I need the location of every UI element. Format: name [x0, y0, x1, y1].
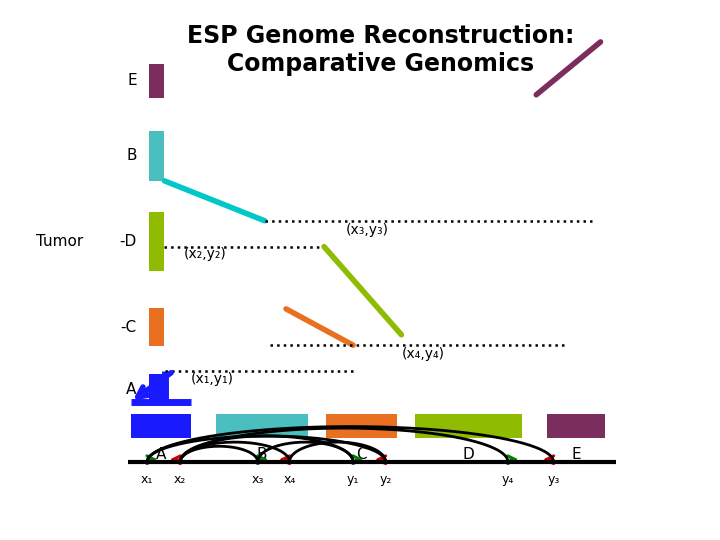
Text: (x₂,y₂): (x₂,y₂) — [184, 247, 227, 261]
Text: (x₄,y₄): (x₄,y₄) — [402, 348, 444, 361]
Text: Comparative Genomics: Comparative Genomics — [228, 52, 534, 76]
Bar — [149, 374, 164, 405]
Text: A: A — [127, 382, 137, 397]
Text: (x₃,y₃): (x₃,y₃) — [346, 222, 390, 237]
Text: Tumor: Tumor — [36, 234, 84, 249]
Text: (x₁,y₁): (x₁,y₁) — [191, 372, 234, 386]
Text: B: B — [126, 148, 137, 164]
Text: y₄: y₄ — [502, 473, 514, 486]
Bar — [149, 308, 164, 347]
Text: B: B — [257, 447, 267, 462]
Text: ESP Genome Reconstruction:: ESP Genome Reconstruction: — [187, 24, 575, 48]
Text: y₁: y₁ — [347, 473, 359, 486]
Bar — [546, 414, 606, 438]
Text: -C: -C — [121, 320, 137, 334]
Bar — [326, 414, 397, 438]
Bar — [415, 414, 523, 438]
Text: E: E — [571, 447, 581, 462]
Bar — [149, 64, 164, 98]
Text: x₄: x₄ — [283, 473, 296, 486]
Bar — [149, 212, 164, 271]
Text: y₂: y₂ — [379, 473, 392, 486]
Text: D: D — [463, 447, 474, 462]
Text: -D: -D — [120, 234, 137, 249]
Bar — [216, 414, 308, 438]
Text: x₃: x₃ — [251, 473, 264, 486]
Text: A: A — [156, 447, 166, 462]
Text: x₁: x₁ — [141, 473, 153, 486]
Text: E: E — [127, 73, 137, 88]
Bar — [130, 414, 191, 438]
Text: x₂: x₂ — [174, 473, 186, 486]
Bar — [149, 131, 164, 180]
Text: C: C — [356, 447, 366, 462]
Text: y₃: y₃ — [547, 473, 559, 486]
